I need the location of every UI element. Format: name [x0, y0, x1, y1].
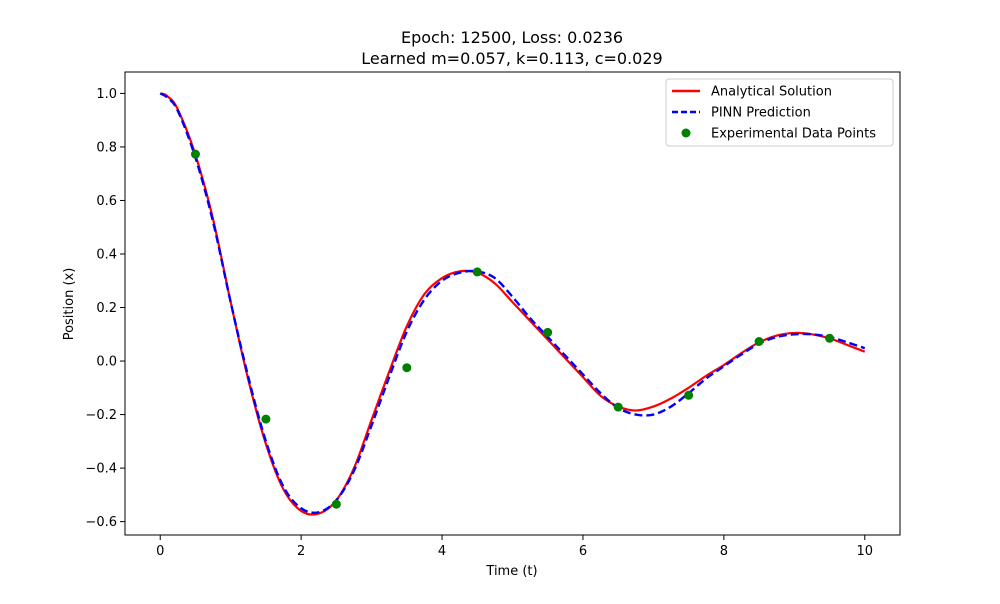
- data-point: [261, 414, 271, 424]
- y-tick-label: 0.2: [96, 301, 117, 316]
- plot-area: [159, 92, 866, 516]
- legend-label-analytical-solution: Analytical Solution: [711, 85, 832, 100]
- axes-frame: [124, 71, 901, 536]
- data-point: [543, 327, 553, 337]
- data-point: [402, 363, 412, 373]
- data-point: [684, 390, 694, 400]
- chart-title-line1: Epoch: 12500, Loss: 0.0236: [401, 28, 623, 47]
- legend-box: [665, 78, 894, 147]
- data-point: [613, 402, 623, 412]
- y-tick-label: −0.6: [85, 515, 117, 530]
- y-tick-label: 1.0: [96, 87, 117, 102]
- y-tick-label: −0.4: [85, 462, 117, 477]
- x-axis-label: Time (t): [485, 564, 537, 579]
- data-point: [190, 149, 200, 159]
- series-line-pinn-prediction: [159, 92, 866, 514]
- y-tick-label: 0.0: [96, 355, 117, 370]
- data-point: [825, 333, 835, 343]
- x-tick-label: 8: [720, 544, 728, 559]
- x-tick-label: 6: [579, 544, 587, 559]
- y-axis-label: Position (x): [62, 268, 77, 341]
- chart-title-line2: Learned m=0.057, k=0.113, c=0.029: [361, 49, 662, 68]
- y-tick-label: −0.2: [85, 408, 117, 423]
- data-point: [331, 499, 341, 509]
- x-tick-label: 4: [438, 544, 446, 559]
- legend-label-experimental-data-points: Experimental Data Points: [711, 127, 876, 142]
- axes: 0 2 4 6 8 10 −0.6 −0.4 −0.2 0.0 0.2 0.4 0.6 0.8 1.0: [85, 71, 901, 559]
- x-tick-label: 10: [856, 544, 873, 559]
- legend: Analytical Solution PINN Prediction Experi…: [665, 78, 894, 147]
- legend-label-pinn-prediction: PINN Prediction: [711, 106, 811, 121]
- data-point: [472, 267, 482, 277]
- series-line-analytical-solution: [159, 92, 866, 516]
- y-tick-label: 0.6: [96, 194, 117, 209]
- y-tick-label: 0.4: [96, 247, 117, 262]
- data-point: [754, 337, 764, 347]
- y-tick-label: 0.8: [96, 140, 117, 155]
- x-tick-label: 2: [297, 544, 305, 559]
- legend-marker-experimental-data-points: [681, 128, 691, 138]
- x-tick-label: 0: [156, 544, 164, 559]
